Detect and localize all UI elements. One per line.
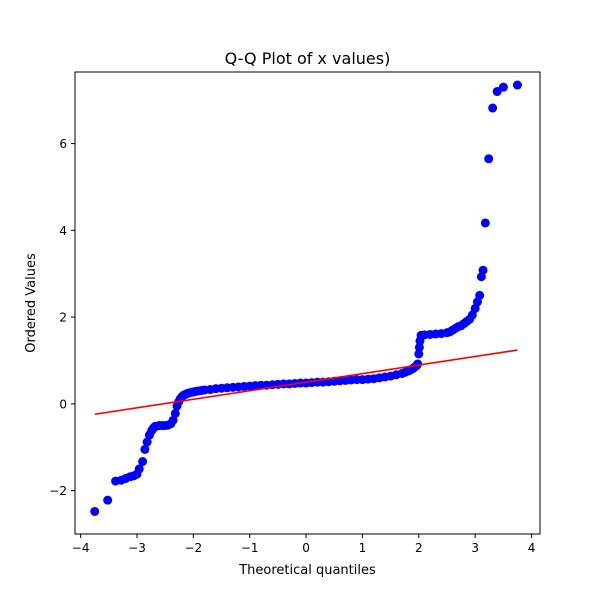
data-point (103, 495, 113, 505)
x-axis-label: Theoretical quantiles (238, 563, 376, 578)
x-tick-label: −3 (128, 541, 146, 555)
data-point (90, 506, 100, 516)
x-tick-label: −4 (72, 541, 90, 555)
data-point (140, 444, 150, 454)
x-tick-label: 4 (528, 541, 536, 555)
x-axis: −4 −3 −2 −1 0 1 2 3 4 (72, 534, 536, 555)
data-point (414, 342, 424, 352)
y-axis-label: Ordered Values (24, 253, 39, 353)
chart-title: Q-Q Plot of x values) (225, 49, 391, 68)
data-point (512, 80, 522, 90)
y-tick-label: 4 (59, 224, 67, 238)
data-point (498, 82, 508, 92)
data-point (478, 265, 488, 275)
x-tick-label: 0 (302, 541, 310, 555)
y-axis: −2 0 2 4 6 (49, 137, 75, 498)
data-point (480, 218, 490, 228)
x-tick-label: 1 (359, 541, 367, 555)
x-tick-label: 2 (415, 541, 423, 555)
x-tick-label: 3 (471, 541, 479, 555)
data-point (168, 415, 178, 425)
x-tick-label: −2 (185, 541, 203, 555)
data-point (414, 349, 424, 359)
y-tick-label: 2 (59, 311, 67, 325)
x-tick-label: −1 (241, 541, 259, 555)
data-point (138, 457, 148, 467)
y-tick-label: 0 (59, 397, 67, 411)
data-point (484, 154, 494, 164)
y-tick-label: 6 (59, 137, 67, 151)
axes-frame (74, 71, 541, 535)
data-point (170, 408, 180, 418)
data-point (488, 103, 498, 113)
plot-area (90, 80, 522, 516)
fit-line (94, 349, 518, 416)
y-tick-label: −2 (49, 484, 67, 498)
data-point (134, 464, 144, 474)
data-point (475, 290, 485, 300)
data-point (142, 437, 152, 447)
